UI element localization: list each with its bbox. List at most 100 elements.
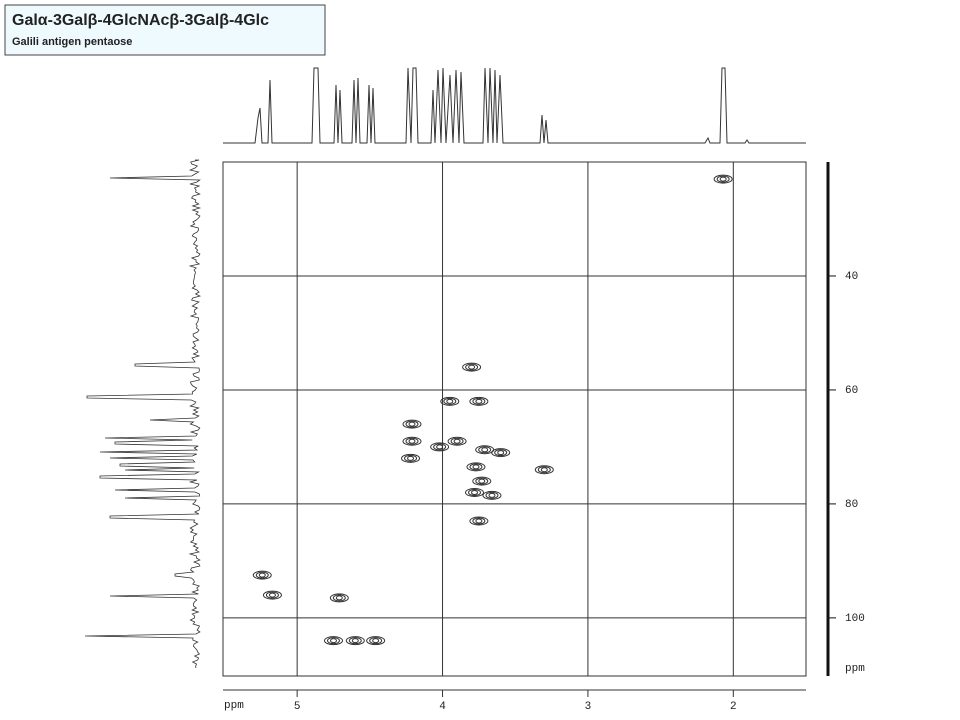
contour [534,465,554,475]
contour [405,420,419,428]
contour [258,572,266,578]
contour [537,466,551,474]
cross-peak [465,488,485,498]
contour [255,571,269,579]
contour [481,447,489,453]
contour [466,462,486,472]
contour [713,174,733,184]
contour [408,421,416,427]
cross-peak [534,465,554,475]
cross-peak [475,445,495,455]
1h-projection [223,67,806,144]
x-tick-label: 4 [439,701,446,713]
chart-title: Galα-3Galβ-4GlcNAcβ-3Galβ-4Glc [12,12,269,29]
contour [447,436,467,446]
cross-peak [469,396,489,406]
contour [335,595,343,601]
cross-peak [366,636,386,646]
contour [472,476,492,486]
cross-peak [401,453,421,463]
contour [446,398,454,404]
contour [408,438,416,444]
contour [716,175,730,183]
y-tick-label: 80 [845,499,858,511]
contour [491,448,511,458]
contour [326,637,340,645]
contour [453,438,461,444]
contour [433,443,447,451]
x-axis-label: ppm [224,700,244,712]
cross-peak [402,436,422,446]
contour [494,449,508,457]
contour [405,437,419,445]
contour [329,593,349,603]
cross-peak [482,490,502,500]
contour [472,464,480,470]
contour [323,636,343,646]
contour [351,638,359,644]
cross-peak [469,516,489,526]
contour [402,436,422,446]
cross-peak [323,636,343,646]
contour [540,467,548,473]
contour [482,490,502,500]
cross-peak [329,593,349,603]
cross-peak [262,590,282,600]
plot-frame [222,161,807,677]
contour [262,590,282,600]
cross-peak [491,448,511,458]
contour [719,176,727,182]
contour [268,592,276,598]
cross-peak [345,636,365,646]
contour [450,437,464,445]
contour [402,419,422,429]
contour [366,636,386,646]
contour [497,450,505,456]
cross-peak [440,396,460,406]
contour [252,570,272,580]
cross-peak [713,174,733,184]
cross-peak [472,476,492,486]
contour [401,453,421,463]
contour [472,517,486,525]
cross-peak [462,362,482,372]
contour [369,637,383,645]
contour [443,397,457,405]
contour [469,396,489,406]
contour [469,516,489,526]
contour [440,396,460,406]
y-axis-label: ppm [845,663,865,675]
contour [468,489,482,497]
x-tick-label: 3 [585,701,592,713]
cross-peak [402,419,422,429]
cross-peak [430,442,450,452]
y-tick-label: 60 [845,385,858,397]
contour [329,638,337,644]
cross-peak [252,570,272,580]
contour [372,638,380,644]
contour [475,518,483,524]
x-tick-label: 5 [294,701,301,713]
contour [488,492,496,498]
contour [404,454,418,462]
x-tick-label: 2 [730,701,737,713]
contour [465,363,479,371]
title-box [4,4,326,56]
contour [478,446,492,454]
contour [407,455,415,461]
contour [345,636,365,646]
contour [332,594,346,602]
13c-projection [84,159,202,669]
cross-peak [466,462,486,472]
y-tick-label: 100 [845,613,865,625]
cross-peak [447,436,467,446]
chart-subtitle: Galili antigen pentaose [12,36,132,48]
contour [472,397,486,405]
contour [475,398,483,404]
contour [469,463,483,471]
contour [471,490,479,496]
contour [348,637,362,645]
contour [465,488,485,498]
contour [478,478,486,484]
